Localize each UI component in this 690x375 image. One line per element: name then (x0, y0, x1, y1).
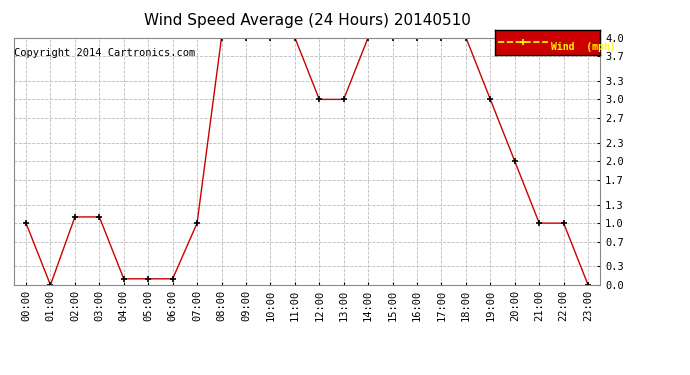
Title: Wind Speed Average (24 Hours) 20140510: Wind Speed Average (24 Hours) 20140510 (144, 12, 471, 27)
Text: Copyright 2014 Cartronics.com: Copyright 2014 Cartronics.com (14, 48, 195, 58)
